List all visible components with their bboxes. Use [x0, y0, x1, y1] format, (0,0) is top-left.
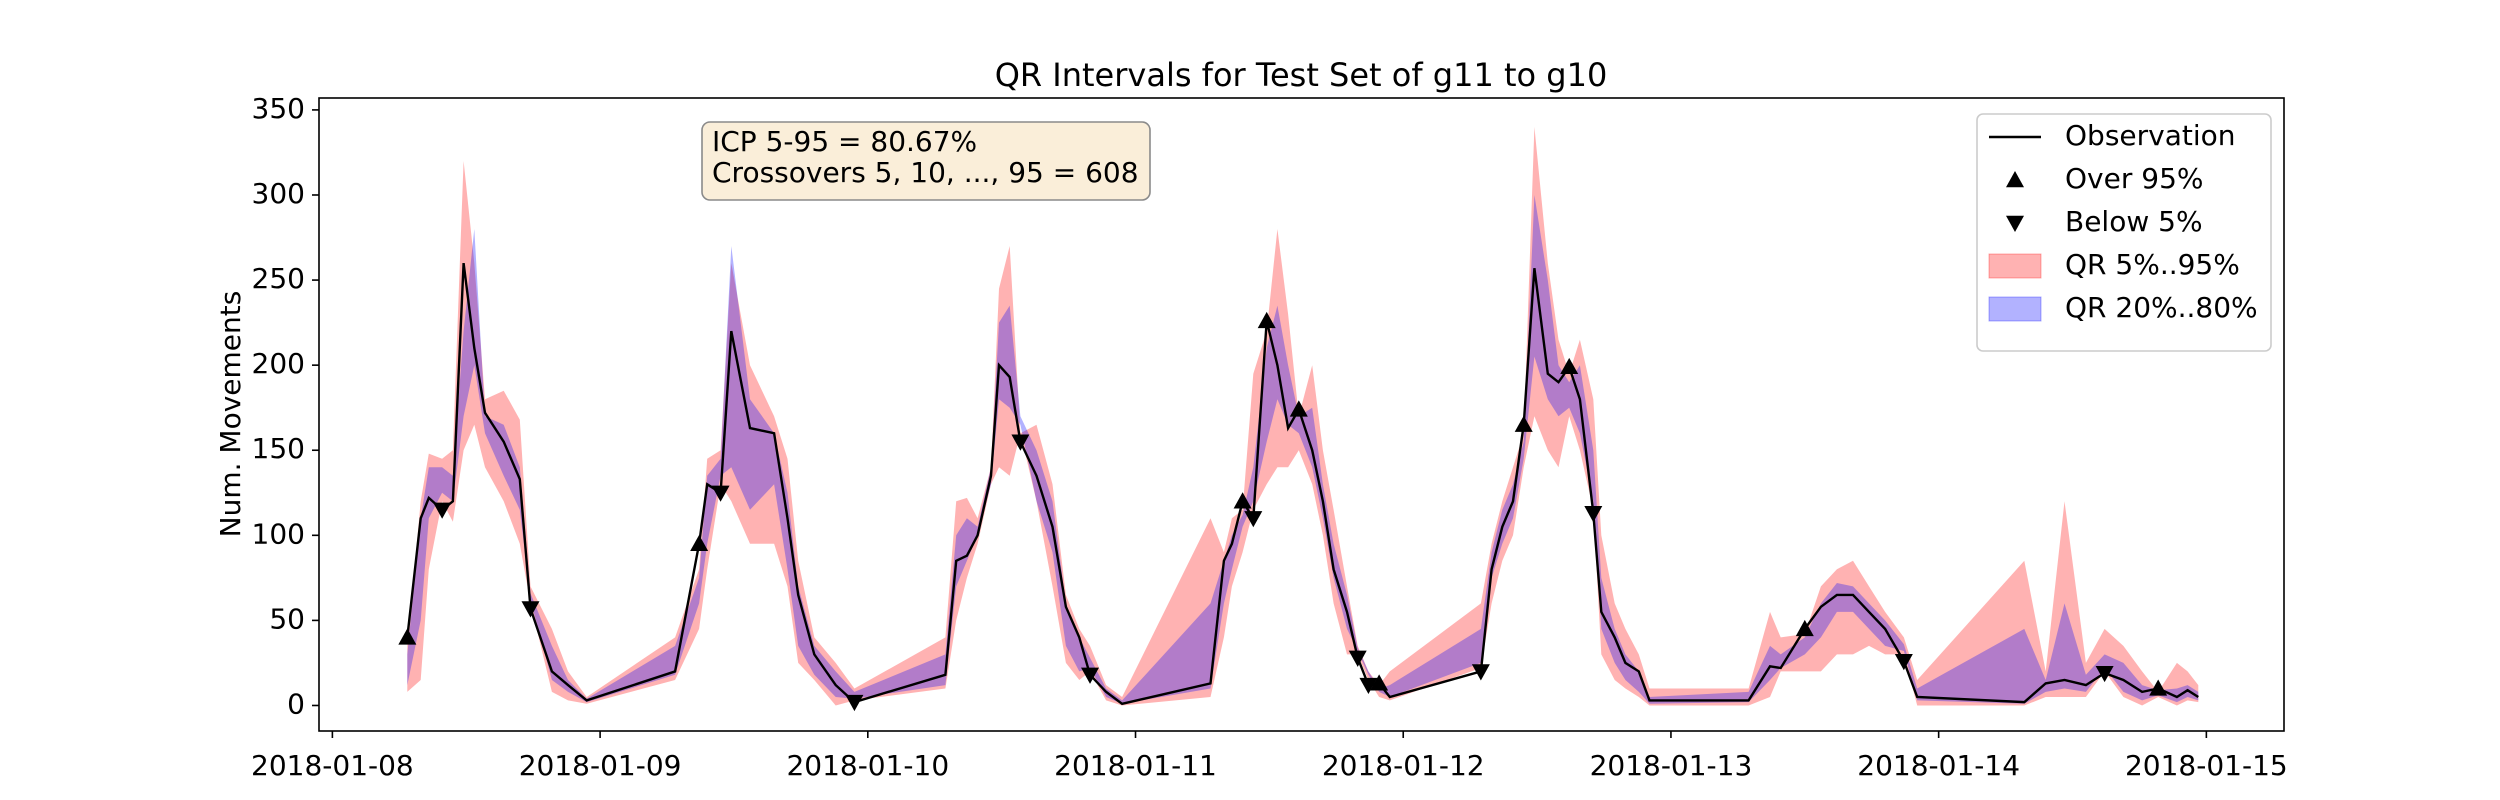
y-tick-label: 350 — [252, 92, 305, 125]
below-marker — [1471, 664, 1490, 681]
x-tick-label: 2018-01-09 — [519, 749, 682, 782]
y-tick-label: 250 — [252, 262, 305, 295]
below-marker — [433, 502, 452, 519]
observation-line — [406, 262, 2199, 706]
over-marker — [1560, 357, 1579, 375]
over-marker — [1257, 311, 1276, 329]
below-marker — [2095, 665, 2114, 683]
x-tick-label: 2018-01-08 — [251, 749, 414, 782]
legend-label: Below 5% — [2065, 205, 2203, 238]
below-marker — [845, 694, 864, 712]
x-tick-label: 2018-01-12 — [1322, 749, 1485, 782]
over-marker — [398, 628, 417, 645]
legend-label: Observation — [2065, 119, 2236, 152]
y-tick-label: 50 — [269, 602, 305, 635]
legend-swatch — [1988, 296, 2042, 322]
legend-label: QR 20%..80% — [2065, 291, 2258, 324]
y-tick-label: 150 — [252, 432, 305, 465]
y-tick-label: 100 — [252, 517, 305, 550]
below-marker — [711, 485, 730, 502]
over-marker — [1370, 674, 1389, 691]
y-tick-label: 0 — [287, 687, 305, 720]
y-axis-label: Num. Movements — [214, 291, 247, 538]
below-marker — [1894, 654, 1913, 671]
below-marker — [1011, 434, 1030, 451]
over-marker — [2149, 679, 2168, 696]
over-marker — [1289, 400, 1308, 417]
below-marker — [1081, 667, 1100, 684]
below-marker — [521, 601, 540, 618]
legend-swatch — [1988, 253, 2042, 279]
y-tick-label: 300 — [252, 177, 305, 210]
below-marker — [1348, 650, 1367, 667]
x-tick-label: 2018-01-10 — [786, 749, 949, 782]
legend-swatch — [2006, 171, 2024, 188]
x-tick-label: 2018-01-15 — [2125, 749, 2288, 782]
below-marker — [1584, 505, 1603, 523]
below-marker — [1359, 677, 1378, 695]
over-marker — [1514, 415, 1533, 432]
x-tick-label: 2018-01-14 — [1857, 749, 2020, 782]
legend-swatch — [2006, 215, 2024, 232]
legend-box — [1976, 113, 2272, 352]
x-tick-label: 2018-01-11 — [1054, 749, 1217, 782]
y-tick-label: 200 — [252, 347, 305, 380]
over-marker — [690, 534, 709, 552]
annotation-text: ICP 5-95 = 80.67% — [712, 125, 977, 158]
legend-label: QR 5%..95% — [2065, 248, 2240, 281]
over-marker — [1233, 492, 1252, 509]
annotation-text: Crossovers 5, 10, ..., 95 = 608 — [712, 156, 1139, 189]
x-tick-label: 2018-01-13 — [1590, 749, 1753, 782]
over-marker — [1795, 619, 1814, 637]
legend-label: Over 95% — [2065, 162, 2203, 195]
below-marker — [1244, 511, 1263, 528]
chart-title: QR Intervals for Test Set of g11 to g10 — [995, 56, 1608, 94]
band — [407, 195, 2199, 704]
annotation-box — [701, 121, 1151, 201]
plot-frame — [318, 97, 2285, 732]
